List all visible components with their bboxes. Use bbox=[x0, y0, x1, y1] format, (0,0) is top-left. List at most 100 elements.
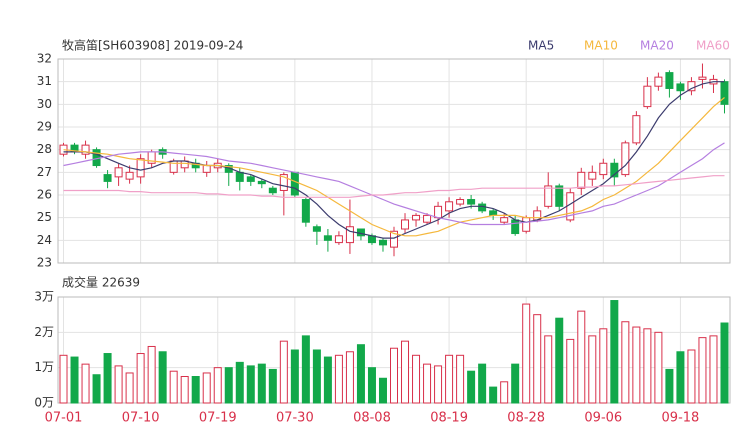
volume-bar bbox=[125, 372, 134, 404]
y-tick-label: 30 bbox=[37, 97, 52, 111]
volume-bar bbox=[588, 335, 597, 404]
x-tick-label: 09-06 bbox=[584, 411, 622, 426]
volume-bar bbox=[81, 363, 90, 404]
volume-bar bbox=[59, 354, 68, 404]
volume-bar bbox=[279, 340, 288, 404]
candle-body bbox=[478, 203, 487, 212]
y-tick-label: 23 bbox=[37, 256, 52, 270]
candle-body bbox=[456, 199, 465, 205]
candle-body bbox=[632, 115, 641, 144]
candle-body bbox=[687, 81, 696, 92]
candle-body bbox=[621, 142, 630, 176]
y-tick-label: 2万 bbox=[34, 325, 54, 339]
candle-body bbox=[500, 217, 509, 223]
candle-body bbox=[654, 76, 663, 87]
candle-body bbox=[81, 144, 90, 155]
y-tick-label: 0万 bbox=[34, 396, 54, 410]
candle-body bbox=[378, 239, 387, 246]
candle-body bbox=[290, 171, 299, 196]
candle-body bbox=[301, 199, 310, 223]
volume-bar bbox=[401, 340, 410, 404]
y-tick-label: 27 bbox=[37, 165, 52, 179]
volume-bar bbox=[412, 354, 421, 404]
volume-bar bbox=[169, 370, 178, 404]
volume-bar bbox=[434, 365, 443, 404]
volume-bar bbox=[180, 376, 189, 404]
x-tick-label: 08-08 bbox=[353, 411, 391, 426]
x-tick-label: 08-28 bbox=[507, 411, 545, 426]
volume-bar bbox=[533, 314, 542, 404]
candle-body bbox=[323, 235, 332, 241]
candle-body bbox=[676, 83, 685, 92]
candle-body bbox=[257, 180, 266, 185]
volume-bar bbox=[114, 365, 123, 404]
volume-bar bbox=[654, 331, 663, 404]
candle-body bbox=[489, 210, 498, 216]
volume-bar bbox=[224, 367, 233, 404]
ma-line bbox=[63, 142, 725, 226]
volume-bar bbox=[621, 321, 630, 404]
y-tick-label: 26 bbox=[37, 188, 52, 202]
volume-bar bbox=[202, 372, 211, 404]
candle-body bbox=[467, 199, 476, 205]
volume-bar bbox=[445, 354, 454, 404]
volume-bar bbox=[610, 300, 619, 404]
candle-body bbox=[312, 226, 321, 232]
volume-title: 成交量 22639 bbox=[62, 275, 140, 290]
legend-label: MA5 bbox=[528, 39, 554, 53]
y-tick-label: 1万 bbox=[34, 360, 54, 374]
x-tick-label: 07-01 bbox=[45, 411, 83, 426]
x-tick-label: 09-18 bbox=[662, 411, 700, 426]
volume-bar bbox=[632, 326, 641, 404]
legend-label: MA10 bbox=[584, 39, 618, 53]
y-tick-label: 32 bbox=[37, 52, 52, 66]
x-tick-label: 07-30 bbox=[276, 411, 314, 426]
candle-body bbox=[334, 235, 343, 244]
volume-bar bbox=[698, 337, 707, 404]
candle-body bbox=[423, 214, 432, 223]
volume-bar bbox=[257, 363, 266, 404]
candle-body bbox=[345, 226, 354, 244]
volume-bar bbox=[334, 354, 343, 404]
candle-body bbox=[643, 85, 652, 108]
candle-body bbox=[599, 162, 608, 176]
volume-bar bbox=[213, 367, 222, 404]
volume-bar bbox=[720, 322, 729, 404]
volume-bar bbox=[301, 335, 310, 404]
candle-body bbox=[92, 149, 101, 167]
candle-body bbox=[125, 171, 134, 180]
volume-bar bbox=[555, 317, 564, 404]
volume-bar bbox=[158, 351, 167, 404]
volume-bar bbox=[544, 335, 553, 404]
candle-body bbox=[114, 167, 123, 178]
volume-bar bbox=[676, 351, 685, 404]
candle-body bbox=[522, 217, 531, 232]
candle-body bbox=[588, 171, 597, 180]
candle-body bbox=[445, 201, 454, 212]
plot-frame bbox=[57, 58, 731, 264]
candle-body bbox=[434, 205, 443, 219]
candle-body bbox=[103, 174, 112, 182]
volume-bar bbox=[456, 354, 465, 404]
candle-body bbox=[235, 171, 244, 182]
volume-bar bbox=[356, 344, 365, 404]
volume-bar bbox=[246, 365, 255, 404]
volume-bar bbox=[423, 363, 432, 404]
volume-bar bbox=[687, 349, 696, 404]
volume-bar bbox=[103, 353, 112, 404]
candle-body bbox=[268, 187, 277, 194]
volume-bar bbox=[268, 368, 277, 404]
ma-line bbox=[63, 175, 725, 198]
y-tick-label: 31 bbox=[37, 74, 52, 88]
volume-bar bbox=[566, 338, 575, 404]
y-tick-label: 3万 bbox=[34, 290, 54, 304]
x-tick-label: 08-19 bbox=[430, 411, 468, 426]
candle-body bbox=[246, 176, 255, 182]
y-tick-label: 29 bbox=[37, 120, 52, 134]
volume-bar bbox=[323, 356, 332, 404]
y-tick-label: 28 bbox=[37, 142, 52, 156]
volume-bar bbox=[92, 374, 101, 404]
volume-bar bbox=[136, 353, 145, 404]
volume-bar bbox=[500, 381, 509, 404]
volume-bar bbox=[489, 386, 498, 404]
